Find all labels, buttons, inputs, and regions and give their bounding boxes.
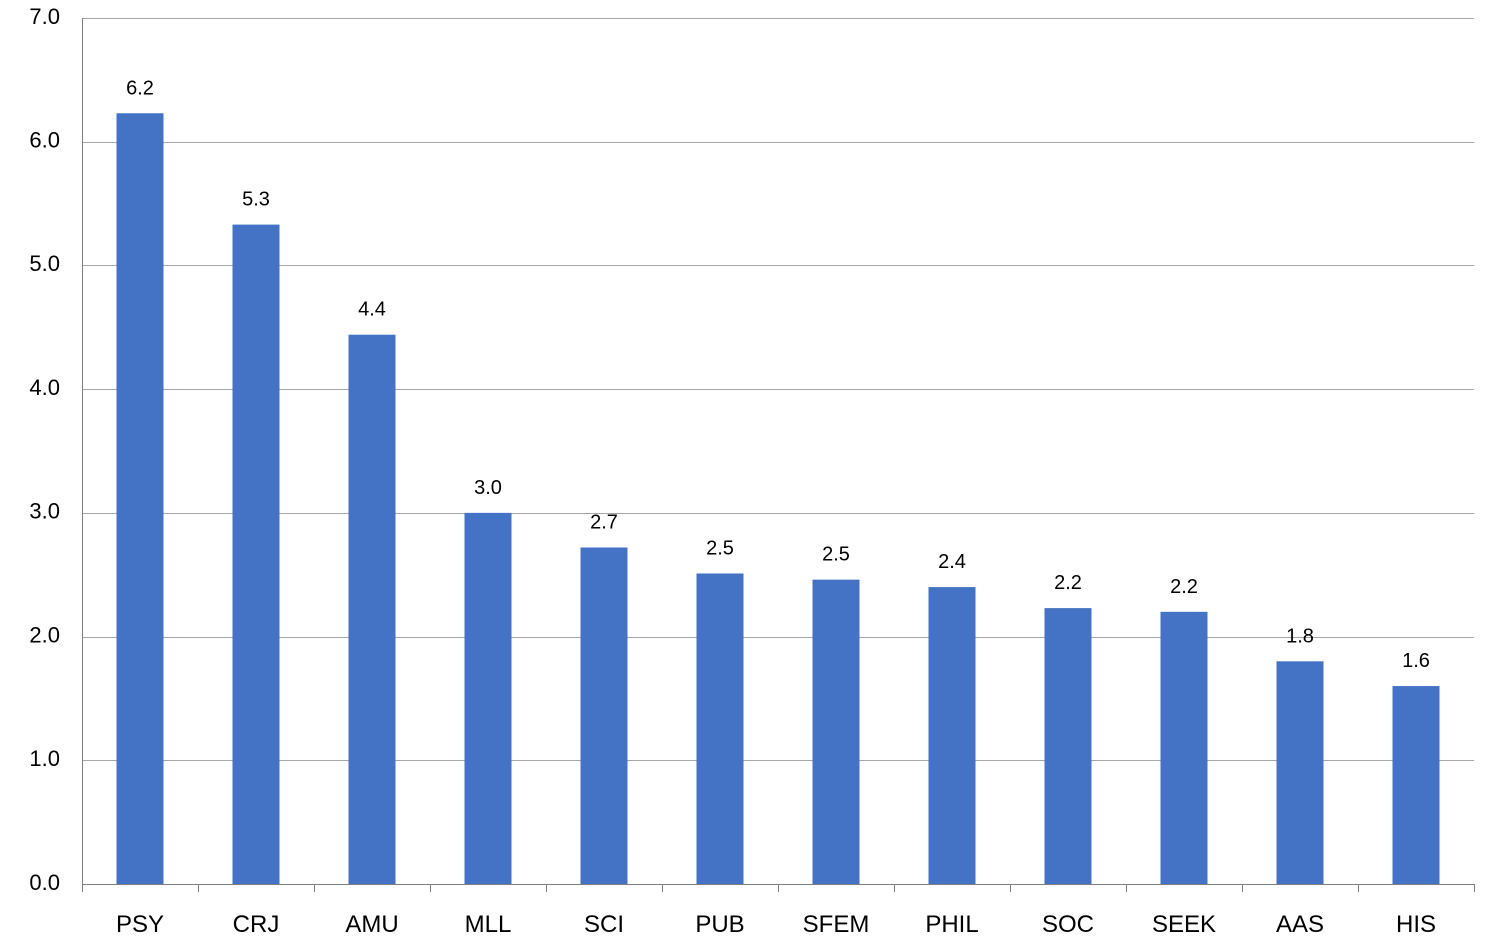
data-label: 2.5 [822,544,850,566]
y-tick-label: 5.0 [29,251,60,276]
data-label: 1.6 [1402,650,1430,672]
x-tick-label: PSY [116,911,164,938]
x-tick-label: SEEK [1152,911,1216,938]
bar-psy [116,113,164,884]
y-tick-label: 3.0 [29,499,60,524]
x-tick-label: AAS [1276,911,1324,938]
data-label: 2.2 [1170,576,1198,598]
data-label: 5.3 [242,189,270,211]
y-tick-label: 0.0 [29,870,60,895]
x-tick-label: CRJ [233,911,280,938]
bar-mll [464,512,512,884]
data-label: 2.5 [706,537,734,559]
bar-soc [1044,608,1092,884]
bar-crj [232,224,280,885]
bar-sfem [812,579,860,884]
bar-aas [1276,661,1324,884]
bar-sci [580,547,628,884]
x-tick-label: SOC [1042,911,1094,938]
x-tick-label: SCI [584,911,624,938]
data-label: 2.7 [590,511,618,533]
bar-pub [696,573,744,884]
data-label: 4.4 [358,299,386,321]
y-tick-label: 7.0 [29,4,60,29]
x-tick-label: HIS [1396,911,1436,938]
data-label: 3.0 [474,477,502,499]
data-label: 2.2 [1054,572,1082,594]
y-tick-label: 2.0 [29,622,60,647]
data-label: 2.4 [938,551,966,573]
x-tick-label: MLL [465,911,512,938]
x-tick-label: AMU [345,911,398,938]
axes [82,18,1475,892]
data-label: 1.8 [1286,625,1314,647]
bar-his [1392,686,1440,884]
bar-seek [1160,611,1208,884]
x-tick-label: PHIL [925,911,978,938]
y-tick-label: 1.0 [29,746,60,771]
bars [116,113,1440,885]
y-tick-label: 6.0 [29,128,60,153]
labels: 0.0 1.0 2.0 3.0 4.0 5.0 6.0 7.0 6.2 PSY 5.3 CRJ 4.4 A… [29,4,1436,938]
y-tick-label: 4.0 [29,375,60,400]
data-label: 6.2 [126,77,154,99]
x-tick-label: SFEM [803,911,870,938]
bar-amu [348,334,396,884]
gridlines [82,18,1474,761]
bar-phil [928,587,976,884]
x-tick-label: PUB [695,911,744,938]
